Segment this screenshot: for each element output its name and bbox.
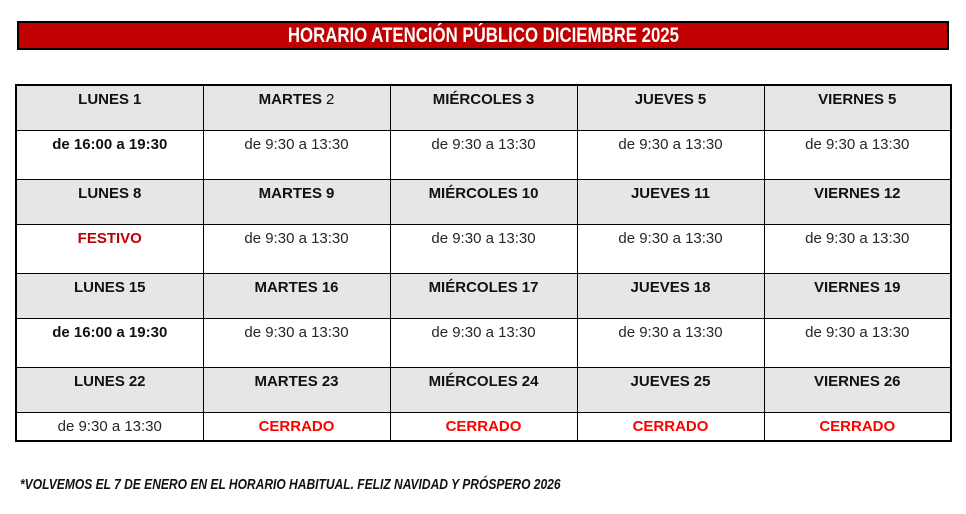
- day-number: 3: [525, 91, 535, 108]
- day-header-cell: MIÉRCOLES 10: [389, 178, 578, 225]
- hours-cell: de 9:30 a 13:30: [763, 317, 952, 368]
- day-header-cell: JUEVES 5: [576, 84, 765, 131]
- table-row-hours: de 16:00 a 19:30 de 9:30 a 13:30 de 9:30…: [15, 317, 952, 368]
- day-name: MARTES: [254, 278, 318, 296]
- day-header-cell: VIERNES 19: [763, 272, 952, 319]
- day-number: 10: [521, 184, 539, 202]
- day-number: 16: [321, 278, 339, 296]
- day-header-cell: MARTES 9: [202, 178, 391, 225]
- day-name: VIERNES: [813, 184, 880, 202]
- hours-cell: de 9:30 a 13:30: [763, 129, 952, 180]
- table-row-hours: FESTIVO de 9:30 a 13:30 de 9:30 a 13:30 …: [15, 223, 952, 274]
- day-number: 9: [326, 184, 335, 202]
- day-number: 2: [326, 91, 335, 108]
- day-name: MIÉRCOLES: [428, 278, 518, 296]
- day-number: 11: [694, 184, 711, 202]
- day-name: MARTES: [254, 372, 318, 390]
- day-header-cell: LUNES 15: [15, 272, 204, 319]
- hours-cell: CERRADO: [202, 411, 391, 442]
- hours-cell: de 16:00 a 19:30: [15, 129, 204, 180]
- hours-cell: de 9:30 a 13:30: [389, 129, 578, 180]
- day-number: 23: [321, 372, 339, 390]
- day-name: MIÉRCOLES: [428, 372, 518, 390]
- day-number: 12: [883, 184, 901, 202]
- table-row-hours: de 9:30 a 13:30 CERRADO CERRADO CERRADO …: [15, 411, 952, 442]
- day-number: 25: [693, 372, 711, 390]
- day-number: 1: [133, 91, 142, 108]
- day-header-cell: LUNES 1: [15, 84, 204, 131]
- day-name: JUEVES: [630, 184, 691, 202]
- hours-cell: de 9:30 a 13:30: [389, 223, 578, 274]
- day-name: LUNES: [73, 372, 125, 390]
- day-header-cell: MIÉRCOLES 3: [389, 84, 578, 131]
- day-name: JUEVES: [630, 372, 690, 390]
- hours-cell: de 9:30 a 13:30: [202, 317, 391, 368]
- hours-cell: de 16:00 a 19:30: [15, 317, 204, 368]
- day-header-cell: JUEVES 18: [576, 272, 765, 319]
- title-banner: HORARIO ATENCIÓN PÚBLICO DICIEMBRE 2025: [17, 21, 949, 50]
- day-name: MARTES: [258, 184, 322, 202]
- day-name: JUEVES: [630, 278, 690, 296]
- day-header-cell: JUEVES 11: [576, 178, 765, 225]
- day-name: MIÉRCOLES: [432, 91, 522, 108]
- day-header-cell: MARTES 2: [202, 84, 391, 131]
- day-name: MARTES: [258, 91, 322, 108]
- table-row-hours: de 16:00 a 19:30 de 9:30 a 13:30 de 9:30…: [15, 129, 952, 180]
- day-number: 22: [128, 372, 146, 390]
- schedule-table: LUNES 1 MARTES 2 MIÉRCOLES 3 JUEVES 5 VIERNE…: [15, 84, 952, 442]
- hours-cell: de 9:30 a 13:30: [15, 411, 204, 442]
- day-header-cell: MIÉRCOLES 24: [389, 366, 578, 413]
- day-number: 8: [133, 184, 142, 202]
- hours-cell: de 9:30 a 13:30: [576, 223, 765, 274]
- day-name: VIERNES: [813, 372, 880, 390]
- day-name: JUEVES: [634, 91, 694, 108]
- day-header-cell: VIERNES 5: [763, 84, 952, 131]
- page-title: HORARIO ATENCIÓN PÚBLICO DICIEMBRE 2025: [287, 24, 679, 47]
- table-row-days: LUNES 22 MARTES 23 MIÉRCOLES 24 JUEVES 25 VI…: [15, 366, 952, 413]
- day-header-cell: LUNES 22: [15, 366, 204, 413]
- day-header-cell: VIERNES 12: [763, 178, 952, 225]
- hours-cell: de 9:30 a 13:30: [576, 317, 765, 368]
- day-header-cell: MIÉRCOLES 17: [389, 272, 578, 319]
- hours-cell: FESTIVO: [15, 223, 204, 274]
- table-row-days: LUNES 15 MARTES 16 MIÉRCOLES 17 JUEVES 18 VI…: [15, 272, 952, 319]
- day-number: 18: [693, 278, 711, 296]
- hours-cell: de 9:30 a 13:30: [202, 129, 391, 180]
- hours-cell: de 9:30 a 13:30: [202, 223, 391, 274]
- footer-note: *VOLVEMOS EL 7 DE ENERO EN EL HORARIO HA…: [20, 477, 561, 493]
- day-header-cell: LUNES 8: [15, 178, 204, 225]
- hours-cell: de 9:30 a 13:30: [763, 223, 952, 274]
- hours-cell: de 9:30 a 13:30: [389, 317, 578, 368]
- day-header-cell: MARTES 23: [202, 366, 391, 413]
- hours-cell: de 9:30 a 13:30: [576, 129, 765, 180]
- day-number: 24: [521, 372, 539, 390]
- day-name: VIERNES: [813, 278, 880, 296]
- day-header-cell: MARTES 16: [202, 272, 391, 319]
- table-row-days: LUNES 8 MARTES 9 MIÉRCOLES 10 JUEVES 11 VIER…: [15, 178, 952, 225]
- day-name: LUNES: [73, 278, 125, 296]
- day-header-cell: JUEVES 25: [576, 366, 765, 413]
- hours-cell: CERRADO: [389, 411, 578, 442]
- day-number: 17: [521, 278, 539, 296]
- day-number: 5: [697, 91, 707, 108]
- day-number: 19: [883, 278, 901, 296]
- day-name: MIÉRCOLES: [428, 184, 518, 202]
- table-row-days: LUNES 1 MARTES 2 MIÉRCOLES 3 JUEVES 5 VIERNE…: [15, 84, 952, 131]
- hours-cell: CERRADO: [576, 411, 765, 442]
- day-header-cell: VIERNES 26: [763, 366, 952, 413]
- day-name: LUNES: [78, 91, 129, 108]
- day-number: 15: [128, 278, 146, 296]
- day-name: VIERNES: [818, 91, 884, 108]
- hours-cell: CERRADO: [763, 411, 952, 442]
- day-name: LUNES: [78, 184, 129, 202]
- day-number: 5: [888, 91, 897, 108]
- day-number: 26: [883, 372, 901, 390]
